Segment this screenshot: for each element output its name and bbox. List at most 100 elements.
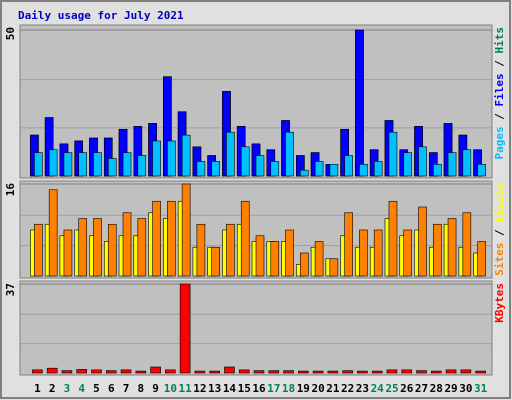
bar <box>447 218 457 277</box>
y-tick-label: 37 <box>4 283 17 296</box>
bar <box>253 370 265 374</box>
bar <box>76 369 88 374</box>
bar <box>224 366 235 374</box>
x-tick-label: 4 <box>78 382 85 395</box>
x-tick-label: 17 <box>267 382 280 395</box>
bar <box>48 149 58 177</box>
bar <box>359 164 368 177</box>
bar <box>150 366 161 374</box>
bar <box>181 134 191 177</box>
bar <box>386 369 398 374</box>
bar <box>93 152 102 177</box>
bar <box>240 146 250 177</box>
bar <box>283 370 294 374</box>
bar <box>357 370 368 374</box>
bar <box>107 223 117 277</box>
bar <box>179 283 191 374</box>
x-tick-label: 6 <box>108 382 115 395</box>
bar <box>403 229 413 277</box>
bar <box>298 370 309 374</box>
legend: Sites / Visits <box>493 183 506 276</box>
legend-entry: KBytes <box>493 283 506 323</box>
bar <box>165 369 176 374</box>
bar <box>63 229 73 277</box>
bar <box>447 152 457 177</box>
bar <box>196 161 206 177</box>
bar <box>255 235 265 277</box>
bar <box>238 369 250 374</box>
bar <box>63 152 73 177</box>
x-tick-label: 28 <box>430 382 443 395</box>
legend-entry: Files <box>493 73 506 106</box>
y-tick-label: 50 <box>4 27 17 40</box>
y-tick-label: 16 <box>4 183 17 197</box>
bar <box>270 161 280 177</box>
legend: KBytes <box>493 283 506 323</box>
legend-separator: / <box>493 54 506 74</box>
x-tick-label: 31 <box>474 382 488 395</box>
bar <box>122 212 132 277</box>
bar <box>475 370 486 374</box>
bar <box>226 131 235 177</box>
bar <box>268 370 280 374</box>
bar <box>300 252 309 277</box>
bar <box>327 370 339 374</box>
bar <box>240 200 250 277</box>
bar <box>32 369 43 374</box>
x-tick-label: 20 <box>311 382 324 395</box>
bar <box>181 183 191 277</box>
bar <box>329 164 339 177</box>
bar <box>329 258 339 277</box>
x-tick-label: 16 <box>252 382 266 395</box>
bar <box>78 218 88 277</box>
x-tick-label: 15 <box>238 382 251 395</box>
bar <box>285 131 294 177</box>
bar <box>403 152 413 177</box>
bar <box>418 206 427 277</box>
x-tick-label: 14 <box>223 382 237 395</box>
bar <box>432 223 442 277</box>
bar <box>430 370 442 374</box>
bar <box>312 370 324 374</box>
bar <box>285 229 294 277</box>
x-tick-label: 10 <box>164 382 177 395</box>
bar <box>388 200 398 277</box>
x-tick-label: 8 <box>137 382 144 395</box>
bar <box>152 140 161 177</box>
bar <box>462 149 472 177</box>
bar <box>416 370 427 374</box>
legend-separator: / <box>493 107 506 127</box>
bar <box>344 212 353 277</box>
bar <box>344 155 353 177</box>
bar <box>93 218 102 277</box>
x-tick-label: 24 <box>371 382 385 395</box>
bar <box>373 229 383 277</box>
legend-entry: Sites <box>493 243 506 276</box>
bar <box>460 369 472 374</box>
bar <box>167 200 176 277</box>
x-tick-label: 30 <box>459 382 472 395</box>
bar <box>359 229 368 277</box>
bar <box>196 223 206 277</box>
bar <box>342 370 353 374</box>
bar <box>371 370 383 374</box>
bar <box>445 369 457 374</box>
bar <box>314 161 324 177</box>
chart-title: Daily usage for July 2021 <box>18 9 184 22</box>
bar <box>211 161 220 177</box>
x-tick-label: 13 <box>208 382 221 395</box>
x-tick-label: 18 <box>282 382 295 395</box>
bar <box>432 164 442 177</box>
bar <box>105 370 117 374</box>
bar <box>61 370 73 374</box>
bar <box>107 158 117 177</box>
x-tick-label: 23 <box>356 382 369 395</box>
bar <box>48 189 58 277</box>
bar <box>209 370 220 374</box>
x-tick-label: 3 <box>64 382 71 395</box>
bar <box>226 223 235 277</box>
legend: Pages / Files / Hits <box>493 27 506 160</box>
x-tick-label: 29 <box>444 382 457 395</box>
x-tick-label: 9 <box>152 382 159 395</box>
